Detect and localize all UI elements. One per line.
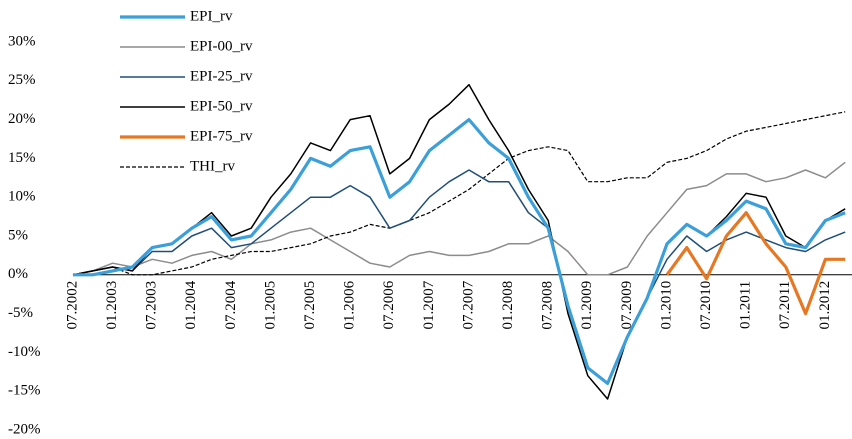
series-line [72, 161, 846, 276]
y-tick-label: 25% [8, 72, 36, 88]
y-tick-label: -15% [8, 383, 41, 399]
series-line [72, 83, 846, 400]
x-tick-label: 07.2009 [619, 281, 635, 330]
y-tick-label: -20% [8, 421, 41, 437]
legend: EPI_rv EPI-00_rv EPI-25_rv EPI-50_rv EPI-75_… [120, 8, 253, 174]
x-tick-label: 01.2011 [738, 281, 754, 329]
x-tick-label: 01.2004 [183, 280, 199, 329]
x-tick-label: 01.2009 [579, 281, 595, 330]
x-tick-label: 07.2011 [777, 281, 793, 329]
x-tick-label: 01.2012 [817, 281, 833, 330]
y-tick-label: 10% [8, 189, 36, 205]
legend-label: THI_rv [190, 158, 235, 174]
series-line [665, 211, 846, 316]
y-tick-label: -10% [8, 344, 41, 360]
x-tick-label: 07.2010 [698, 281, 714, 330]
y-tick-label: 0% [8, 266, 28, 282]
x-tick-label: 07.2008 [540, 281, 556, 330]
x-tick-label: 07.2007 [460, 280, 476, 329]
x-tick-label: 07.2003 [144, 281, 160, 330]
series-line [72, 169, 846, 385]
x-tick-label: 01.2003 [104, 281, 120, 330]
x-tick-label: 07.2005 [302, 281, 318, 330]
x-tick-label: 01.2010 [658, 281, 674, 330]
legend-label: EPI_rv [190, 8, 233, 24]
x-tick-label: 07.2002 [64, 281, 80, 330]
x-tick-label: 07.2004 [223, 280, 239, 329]
legend-label: EPI-50_rv [190, 98, 253, 114]
y-tick-label: 15% [8, 150, 36, 166]
y-tick-label: -5% [8, 305, 33, 321]
y-tick-label: 20% [8, 111, 36, 127]
legend-label: EPI-25_rv [190, 68, 253, 84]
series-line [72, 111, 846, 276]
x-tick-label: 01.2007 [421, 280, 437, 329]
x-tick-label: 01.2005 [262, 281, 278, 330]
y-tick-label: 5% [8, 227, 28, 243]
x-tick-label: 07.2006 [381, 280, 397, 329]
legend-label: EPI-75_rv [190, 128, 253, 144]
legend-label: EPI-00_rv [190, 38, 253, 54]
series-line [73, 118, 846, 385]
y-tick-label: 30% [8, 33, 36, 49]
x-tick-label: 01.2006 [342, 280, 358, 329]
x-tick-label: 01.2008 [500, 281, 516, 330]
